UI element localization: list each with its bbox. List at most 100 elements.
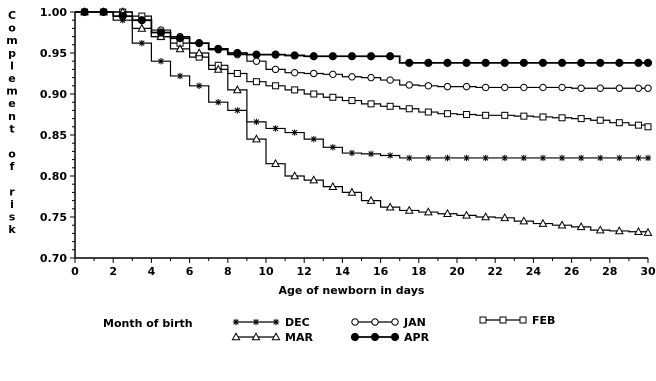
x-tick-label: 26 bbox=[564, 265, 580, 278]
marker-circle-filled bbox=[405, 58, 414, 67]
marker-star bbox=[176, 72, 184, 80]
y-axis-title-char: t bbox=[9, 122, 14, 135]
marker-triangle-open bbox=[404, 205, 414, 214]
marker-square-open bbox=[443, 110, 451, 118]
marker-triangle-open bbox=[347, 187, 357, 196]
marker-triangle-open bbox=[423, 207, 433, 216]
marker-star bbox=[501, 154, 508, 162]
marker-square-open bbox=[233, 70, 241, 77]
marker-square-open bbox=[252, 78, 260, 86]
marker-star bbox=[406, 154, 413, 162]
marker-star bbox=[577, 154, 585, 162]
y-axis-title-char: e bbox=[8, 97, 15, 110]
legend-title: Month of birth bbox=[103, 317, 193, 330]
marker-star bbox=[234, 107, 241, 114]
marker-square-open bbox=[634, 121, 642, 129]
marker-triangle-open bbox=[175, 44, 185, 53]
marker-triangle-open bbox=[271, 332, 281, 341]
legend-label: FEB bbox=[532, 314, 555, 327]
y-axis-title-char: i bbox=[10, 198, 14, 211]
marker-square-open bbox=[499, 316, 507, 324]
series-layer bbox=[75, 7, 653, 236]
x-tick-label: 16 bbox=[373, 265, 389, 278]
marker-circle-filled bbox=[99, 7, 108, 17]
marker-star bbox=[367, 150, 375, 158]
marker-circle-open bbox=[615, 84, 624, 92]
marker-circle-open bbox=[290, 68, 299, 77]
series-mar bbox=[75, 7, 653, 236]
marker-star bbox=[310, 135, 317, 143]
y-axis-title-char: n bbox=[8, 110, 16, 123]
x-tick-label: 30 bbox=[640, 265, 656, 278]
y-tick-label: 0.80 bbox=[40, 170, 67, 183]
marker-circle-filled bbox=[175, 34, 185, 43]
marker-star bbox=[558, 154, 566, 162]
marker-circle-filled bbox=[538, 58, 548, 67]
x-tick-label: 22 bbox=[488, 265, 503, 278]
marker-square-open bbox=[367, 100, 375, 108]
marker-circle-open bbox=[644, 84, 652, 92]
marker-circle-filled bbox=[271, 50, 280, 59]
marker-circle-open bbox=[386, 76, 394, 84]
marker-square-open bbox=[644, 123, 652, 131]
marker-circle-filled bbox=[195, 39, 204, 48]
marker-star bbox=[253, 118, 260, 126]
marker-triangle-open bbox=[614, 226, 624, 235]
series-dec bbox=[75, 8, 652, 162]
marker-circle-open bbox=[634, 84, 643, 92]
y-tick-label: 0.75 bbox=[40, 211, 67, 224]
legend-label: JAN bbox=[403, 316, 426, 329]
marker-circle-open bbox=[371, 318, 379, 326]
marker-square-open bbox=[482, 111, 490, 119]
marker-circle-filled bbox=[137, 16, 146, 25]
marker-star bbox=[482, 154, 489, 162]
y-axis-title-char: k bbox=[8, 223, 16, 236]
marker-circle-filled bbox=[328, 52, 337, 61]
marker-circle-open bbox=[329, 70, 337, 79]
marker-circle-filled bbox=[156, 28, 166, 37]
marker-circle-open bbox=[271, 65, 280, 74]
marker-star bbox=[195, 82, 203, 89]
marker-triangle-open bbox=[576, 221, 586, 231]
marker-star bbox=[644, 154, 652, 162]
marker-triangle-open bbox=[519, 216, 529, 225]
marker-triangle-open bbox=[194, 48, 204, 57]
marker-triangle-open bbox=[462, 210, 471, 219]
marker-circle-filled bbox=[643, 58, 653, 67]
marker-circle-filled bbox=[366, 52, 376, 61]
x-tick-label: 12 bbox=[297, 265, 312, 278]
x-tick-label: 20 bbox=[449, 265, 465, 278]
marker-triangle-open bbox=[137, 23, 147, 32]
marker-circle-filled bbox=[80, 7, 89, 17]
marker-circle-filled bbox=[390, 332, 400, 342]
marker-circle-open bbox=[596, 84, 604, 92]
marker-triangle-open bbox=[385, 202, 395, 211]
y-axis-title-char: m bbox=[6, 85, 17, 98]
marker-circle-filled bbox=[290, 51, 299, 60]
marker-square-open bbox=[558, 114, 566, 122]
marker-star bbox=[425, 154, 432, 162]
axes-layer: 0 2 4 6 8 10 12 14 16 18 20 22 24 26 28 300.700.750.800… bbox=[6, 6, 656, 297]
marker-circle-filled bbox=[462, 58, 471, 67]
legend-layer: Month of birth DEC JAN FEB MAR APR bbox=[103, 314, 555, 344]
marker-triangle-open bbox=[271, 158, 280, 167]
marker-triangle-open bbox=[481, 212, 491, 221]
y-tick-label: 0.70 bbox=[40, 252, 67, 265]
x-tick-label: 24 bbox=[526, 265, 542, 278]
marker-circle-filled bbox=[577, 58, 586, 67]
marker-circle-filled bbox=[214, 44, 223, 54]
marker-triangle-open bbox=[252, 134, 261, 143]
marker-circle-filled bbox=[443, 58, 452, 67]
marker-star bbox=[597, 154, 604, 162]
marker-star bbox=[635, 154, 642, 162]
marker-triangle-open bbox=[232, 85, 242, 94]
marker-square-open bbox=[424, 108, 432, 116]
y-axis-title-char: C bbox=[8, 9, 16, 22]
x-tick-label: 6 bbox=[186, 265, 194, 278]
marker-circle-filled bbox=[557, 58, 567, 67]
marker-star bbox=[520, 154, 528, 162]
y-axis-title-char: o bbox=[8, 22, 16, 35]
marker-triangle-open bbox=[538, 218, 548, 227]
